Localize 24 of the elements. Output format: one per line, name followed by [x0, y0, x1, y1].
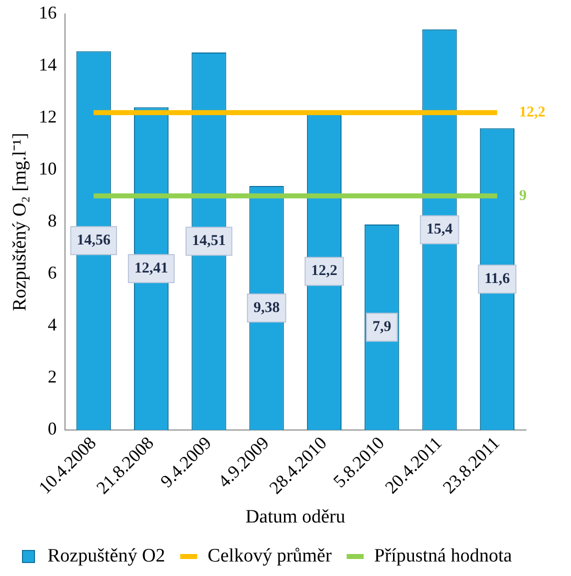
data-label: 9,38: [253, 300, 280, 316]
data-label: 11,6: [484, 271, 510, 288]
data-label: 12,41: [134, 260, 168, 276]
y-tick-label: 16: [38, 2, 57, 23]
data-label: 12,2: [311, 263, 338, 280]
y-tick-label: 10: [38, 158, 57, 179]
y-tick-label: 4: [48, 314, 57, 335]
y-tick-label: 2: [48, 366, 57, 387]
legend-label: Celkový průměr: [208, 545, 332, 566]
y-tick-label: 6: [48, 262, 57, 283]
y-tick-label: 12: [38, 106, 57, 127]
data-label: 9: [519, 188, 527, 204]
legend-label: Rozpuštěný O2: [48, 545, 166, 566]
data-label: 14,56: [76, 232, 111, 249]
x-axis-title: Datum oděru: [246, 506, 346, 528]
legend-label: Přípustná hodnota: [374, 545, 512, 566]
y-tick-label: 0: [48, 418, 57, 439]
y-tick-label: 8: [48, 210, 57, 231]
data-label: 15,4: [426, 222, 454, 238]
y-axis-title: Rozpuštěný O₂ [mg.l⁻¹]: [9, 132, 30, 312]
y-tick-label: 14: [38, 54, 57, 75]
data-label: 14,51: [192, 233, 226, 250]
data-label: 12,2: [519, 104, 546, 121]
data-label: 7,9: [372, 319, 392, 336]
